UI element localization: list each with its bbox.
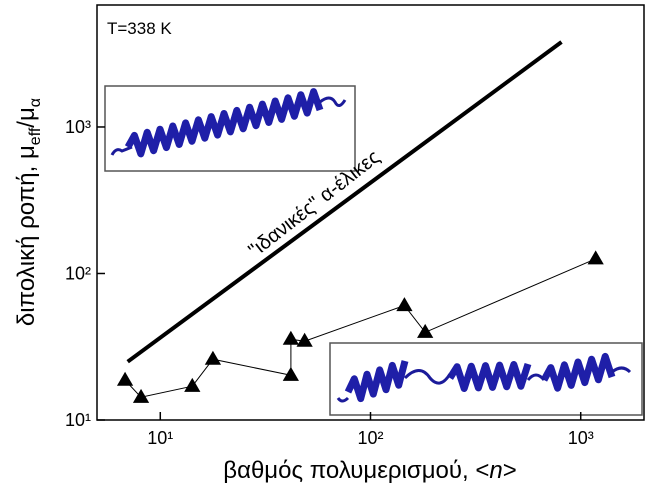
x-label-text: βαθμός πολυμερισμού, < xyxy=(223,457,489,484)
x-tick-label: 10¹ xyxy=(147,428,173,448)
y-tick-label: 10² xyxy=(65,263,91,283)
inset-broken-helix xyxy=(329,342,643,416)
ideal-helix-line xyxy=(126,40,563,364)
data-point xyxy=(587,250,604,265)
y-tick-label: 10³ xyxy=(65,117,91,137)
y-tick-label: 10¹ xyxy=(65,410,91,430)
temperature-annotation: T=338 K xyxy=(107,19,172,38)
x-tick-label: 10³ xyxy=(568,428,594,448)
y-label-text: /μ xyxy=(13,107,40,128)
data-connector xyxy=(124,258,596,398)
data-point xyxy=(417,323,434,338)
data-point xyxy=(396,297,413,312)
y-label-sub: eff xyxy=(27,127,44,145)
x-axis-label: βαθμός πολυμερισμού, <n> xyxy=(223,457,516,484)
data-point xyxy=(184,377,201,392)
data-point xyxy=(116,371,134,386)
data-point xyxy=(132,388,150,403)
x-label-text: > xyxy=(503,457,517,484)
data-point xyxy=(296,332,313,347)
y-label-sub: α xyxy=(27,98,44,107)
y-axis-label: διπολική ροπή, μeff/μα xyxy=(13,98,44,326)
x-tick-label: 10² xyxy=(357,428,383,448)
y-label-text: διπολική ροπή, μ xyxy=(13,145,40,326)
x-label-var: n xyxy=(489,457,502,484)
data-point xyxy=(282,366,299,381)
data-point xyxy=(204,350,222,365)
data-point xyxy=(282,330,299,345)
inset-ideal-helix xyxy=(104,85,356,172)
